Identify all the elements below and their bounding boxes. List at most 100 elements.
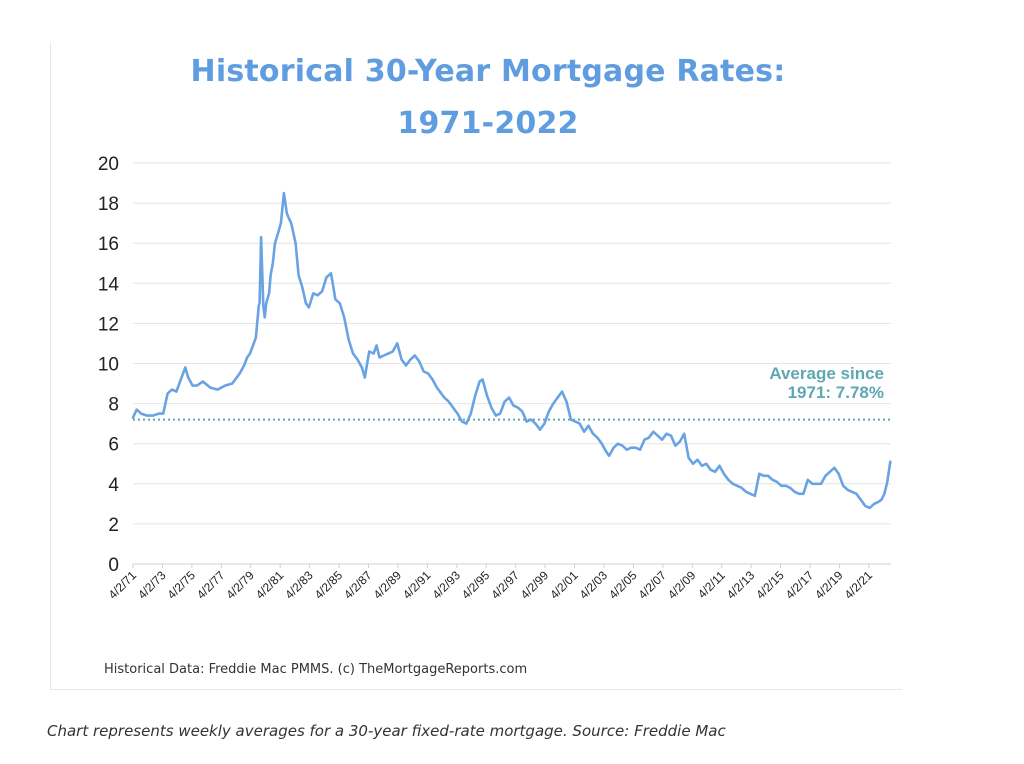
data-point [339,303,340,304]
data-point [352,353,353,354]
data-point [728,479,729,480]
data-point [313,293,314,294]
data-point [745,491,746,492]
y-tick-label: 6 [108,435,119,456]
data-point [444,397,445,398]
data-point [146,415,147,416]
data-point [768,475,769,476]
data-point [592,433,593,434]
data-point [601,443,602,444]
x-tick-label: 4/2/17 [783,568,817,602]
data-point [597,437,598,438]
data-point [851,491,852,492]
data-point [679,441,680,442]
y-tick-label: 8 [108,395,119,416]
data-point [790,487,791,488]
data-point [457,413,458,414]
data-point [255,337,256,338]
data-point [224,385,225,386]
data-point [509,397,510,398]
y-tick-label: 4 [108,475,119,496]
data-point [217,389,218,390]
data-point [825,475,826,476]
data-point [361,367,362,368]
x-tick-label: 4/2/07 [635,568,669,602]
x-tick-label: 4/2/05 [606,568,640,602]
data-point [812,483,813,484]
data-point [803,493,804,494]
data-point [302,287,303,288]
data-point [816,483,817,484]
y-axis: 0 2 4 6 8 10 12 14 16 18 20 [98,154,120,576]
data-point [344,317,345,318]
y-tick-label: 18 [98,194,119,215]
data-point [291,223,292,224]
data-point [171,389,172,390]
data-point [495,415,496,416]
x-tick-label: 4/2/03 [577,568,611,602]
data-point [887,481,888,482]
data-point [798,493,799,494]
data-point [286,213,287,214]
data-point [330,273,331,274]
data-point [807,479,808,480]
data-point [132,417,133,418]
data-point [575,421,576,422]
data-point [280,223,281,224]
data-point [666,433,667,434]
data-point [640,449,641,450]
data-point [535,423,536,424]
data-point [405,365,406,366]
data-point [264,317,265,318]
x-axis: 4/2/714/2/734/2/754/2/774/2/794/2/814/2/… [106,564,875,602]
data-point [196,385,197,386]
y-tick-label: 10 [98,355,119,376]
y-tick-label: 14 [98,274,120,295]
data-point [388,353,389,354]
data-point [479,381,480,382]
x-tick-label: 4/2/13 [724,568,758,602]
data-point [369,351,370,352]
data-point [266,303,267,304]
data-point [308,307,309,308]
data-point [657,435,658,436]
data-point [821,483,822,484]
data-point [843,485,844,486]
x-tick-label: 4/2/85 [312,568,346,602]
data-point [486,395,487,396]
data-point [261,237,262,238]
data-point [759,473,760,474]
data-point [513,405,514,406]
data-point [232,383,233,384]
data-point [692,463,693,464]
data-point [141,413,142,414]
data-point [557,397,558,398]
data-point [419,361,420,362]
data-point [247,357,248,358]
data-point [152,415,153,416]
data-point [277,233,278,234]
data-point [548,411,549,412]
data-point [688,457,689,458]
data-point [701,465,702,466]
data-point [609,455,610,456]
series-line [131,191,892,510]
data-point [869,507,870,508]
data-point [865,505,866,506]
data-point [322,291,323,292]
data-point [392,351,393,352]
data-point [163,413,164,414]
data-point [272,263,273,264]
data-point [878,501,879,502]
x-tick-label: 4/2/75 [164,568,198,602]
data-point [662,439,663,440]
data-point [401,359,402,360]
x-tick-label: 4/2/01 [547,568,581,602]
data-point [298,275,299,276]
data-point [648,437,649,438]
x-tick-label: 4/2/83 [282,568,316,602]
y-tick-label: 12 [98,314,119,335]
data-point [283,193,284,194]
data-point [566,401,567,402]
x-tick-label: 4/2/93 [429,568,463,602]
